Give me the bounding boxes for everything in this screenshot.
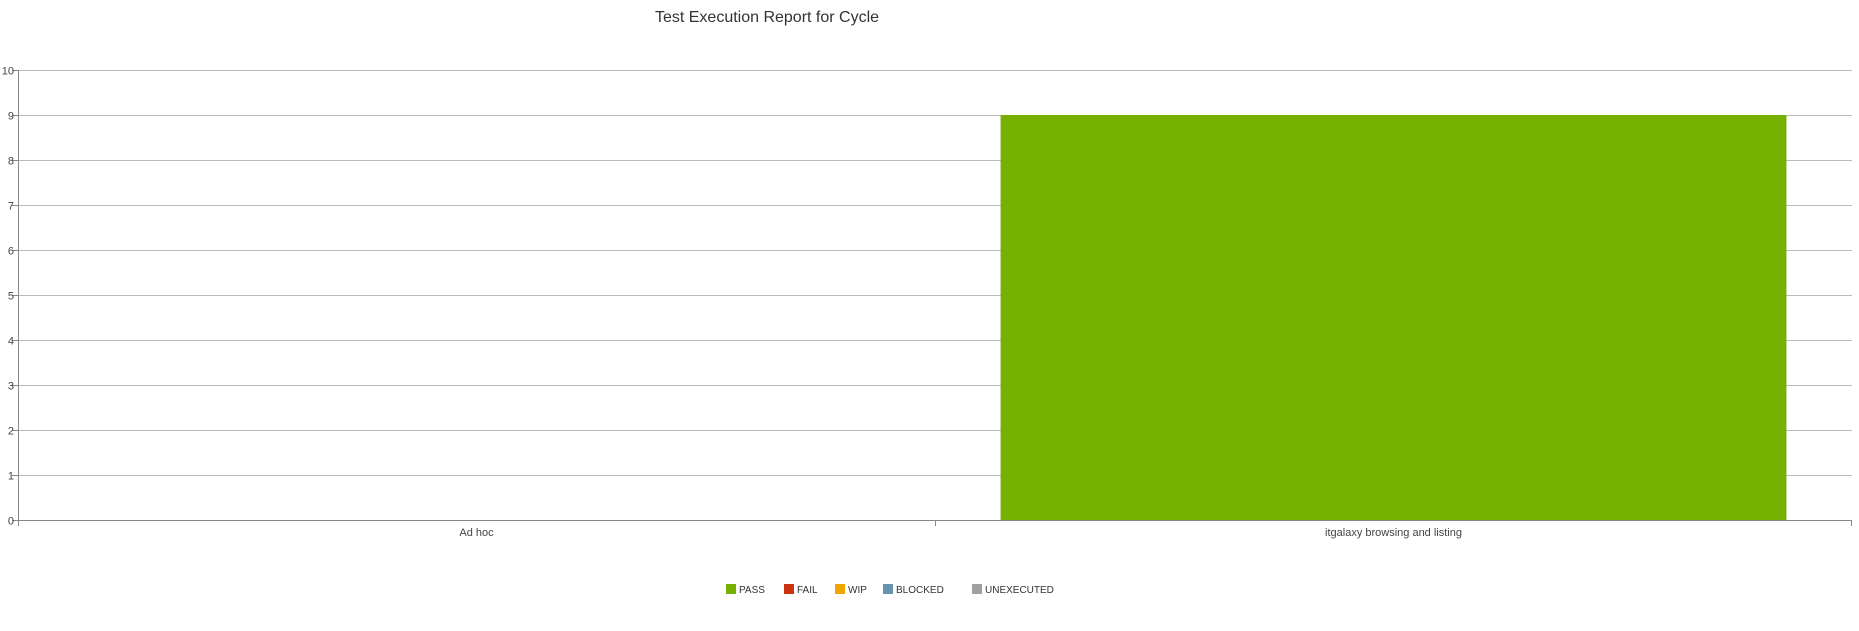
legend[interactable]: PASS FAIL WIP BLOCKED UNEXECUTED [726, 584, 1054, 596]
legend-label-unexecuted: UNEXECUTED [985, 585, 1054, 596]
y-tick-label-3: 3 [8, 381, 14, 393]
legend-item-pass[interactable]: PASS [726, 584, 765, 596]
legend-swatch-fail [784, 584, 794, 594]
y-tick-label-5: 5 [8, 291, 14, 303]
legend-item-wip[interactable]: WIP [835, 584, 867, 596]
y-tick-label-7: 7 [8, 201, 14, 213]
legend-label-pass: PASS [739, 585, 765, 596]
y-tick-label-0: 0 [8, 516, 14, 528]
legend-swatch-unexecuted [972, 584, 982, 594]
y-tick-label-1: 1 [8, 471, 14, 483]
legend-item-unexecuted[interactable]: UNEXECUTED [972, 584, 1054, 596]
y-tick-label-10: 10 [2, 66, 14, 78]
y-tick-label-8: 8 [8, 156, 14, 168]
legend-item-blocked[interactable]: BLOCKED [883, 584, 944, 596]
y-tick-label-4: 4 [8, 336, 14, 348]
chart-title: Test Execution Report for Cycle [655, 9, 879, 26]
y-tick-label-9: 9 [8, 111, 14, 123]
x-tick-label-1: itgalaxy browsing and listing [1325, 527, 1462, 539]
legend-swatch-blocked [883, 584, 893, 594]
legend-label-wip: WIP [848, 585, 867, 596]
legend-swatch-wip [835, 584, 845, 594]
legend-swatch-pass [726, 584, 736, 594]
y-tick-label-6: 6 [8, 246, 14, 258]
legend-label-blocked: BLOCKED [896, 585, 944, 596]
legend-label-fail: FAIL [797, 585, 818, 596]
legend-item-fail[interactable]: FAIL [784, 584, 818, 596]
y-tick-label-2: 2 [8, 426, 14, 438]
axes [12, 70, 1852, 526]
bar-pass-1 [1000, 115, 1787, 520]
tick-labels: 0 1 2 3 4 5 6 7 8 9 10 Ad hoc itgalaxy browsing and … [2, 66, 1462, 540]
bars [1000, 115, 1787, 520]
x-tick-label-0: Ad hoc [459, 527, 494, 539]
